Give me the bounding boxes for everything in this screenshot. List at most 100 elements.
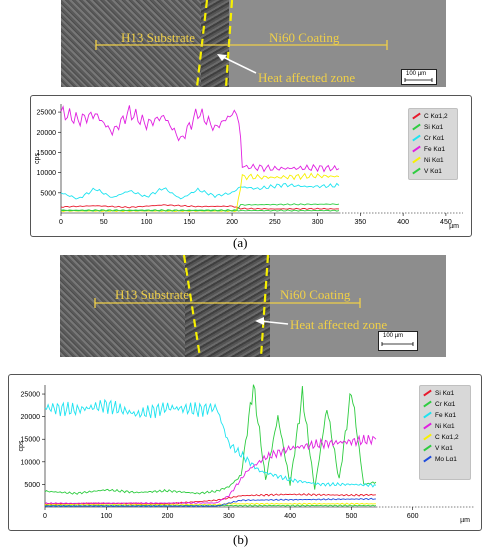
legend-swatch	[423, 389, 432, 397]
legend-swatch	[412, 123, 421, 131]
x-tick-label: 100	[141, 219, 153, 226]
micrograph-a: H13 Substrate Ni60 Coating Heat affected…	[61, 0, 446, 87]
chart-b: 5000 10000 15000 20000 25000 0 100 200 300 400 500…	[8, 374, 482, 531]
legend-label: V Kα1	[435, 445, 453, 452]
legend-label: Si Kα1	[424, 124, 444, 131]
x-tick-label: 400	[284, 513, 296, 520]
y-tick-label: 15000	[37, 150, 57, 157]
haz-label-b: Heat affected zone	[290, 317, 387, 332]
legend-entry: C Kα1,2	[412, 112, 448, 120]
y-axis-label: cps	[34, 153, 41, 164]
caption-b: (b)	[233, 532, 249, 547]
legend-label: Mo Lα1	[435, 456, 457, 463]
y-tick-label: 25000	[21, 392, 41, 399]
x-tick-label: 50	[100, 219, 108, 226]
legend-entry: C Kα1,2	[423, 433, 459, 441]
substrate-label-a: H13 Substrate	[121, 30, 195, 45]
x-tick-label: 500	[346, 513, 358, 520]
legend-swatch	[412, 112, 421, 120]
legend-label: C Kα1,2	[435, 434, 459, 441]
legend-entry: Fe Kα1	[423, 411, 457, 419]
scale-label-b: 100 µm	[383, 333, 404, 339]
series-line-a-0	[60, 204, 340, 210]
legend-swatch	[412, 156, 421, 164]
legend-entry: Si Kα1	[412, 123, 444, 131]
legend-label: V Kα1	[424, 168, 442, 175]
x-tick-label: 200	[226, 219, 238, 226]
x-tick-label: 600	[407, 513, 419, 520]
x-tick-label: 350	[355, 219, 367, 226]
x-tick-label: 450	[440, 219, 452, 226]
legend-a: C Kα1,2 Si Kα1 Cr Kα1 Fe Kα1 Ni Kα1 V Kα1	[408, 108, 458, 180]
series-line-b-6	[44, 497, 376, 508]
legend-entry: Si Kα1	[423, 389, 455, 397]
x-tick-label: 300	[312, 219, 324, 226]
legend-entry: Cr Kα1	[412, 134, 445, 142]
series-line-a-2	[60, 182, 340, 200]
legend-swatch	[423, 400, 432, 408]
x-tick-label: 100	[100, 513, 112, 520]
x-tick-label: 150	[183, 219, 195, 226]
x-tick-label: 0	[59, 219, 63, 226]
legend-label: Ni Kα1	[435, 423, 455, 430]
legend-entry: Cr Kα1	[423, 400, 456, 408]
x-tick-label: 200	[162, 513, 174, 520]
legend-label: Si Kα1	[435, 390, 455, 397]
series-line-b-1	[44, 384, 377, 495]
legend-label: Ni Kα1	[424, 157, 444, 164]
scale-label-a: 100 µm	[406, 71, 427, 77]
micrograph-b: H13 Substrate Ni60 Coating Heat affected…	[60, 255, 446, 357]
legend-label: Cr Kα1	[424, 135, 445, 142]
legend-entry: Ni Kα1	[412, 156, 444, 164]
series-line-b-3	[44, 434, 377, 505]
legend-label: Fe Kα1	[435, 412, 457, 419]
substrate-label-b: H13 Substrate	[115, 287, 189, 302]
x-tick-label: 0	[43, 513, 47, 520]
haz-label-a: Heat affected zone	[258, 70, 355, 85]
scale-bar-b: 100 µm	[378, 331, 418, 351]
y-tick-label: 25000	[37, 110, 57, 117]
coating-label-a: Ni60 Coating	[269, 30, 340, 45]
coating-label-b: Ni60 Coating	[280, 287, 351, 302]
scale-bar-a: 100 µm	[401, 69, 437, 85]
legend-entry: Fe Kα1	[412, 145, 446, 153]
series-line-a-1	[60, 203, 340, 212]
y-tick-label: 5000	[40, 190, 56, 197]
legend-b: Si Kα1 Cr Kα1 Fe Kα1 Ni Kα1 C Kα1,2 V Kα1 Mo L…	[419, 385, 471, 480]
legend-label: Fe Kα1	[424, 146, 446, 153]
chart-a: 5000 10000 15000 20000 25000 0 50 100 150 200 250 3…	[30, 95, 472, 237]
x-tick-label: 400	[397, 219, 409, 226]
legend-entry: Mo Lα1	[423, 455, 457, 463]
series-line-b-4	[44, 502, 376, 506]
legend-swatch	[423, 444, 432, 452]
legend-swatch	[423, 433, 432, 441]
legend-entry: V Kα1	[412, 167, 442, 175]
legend-swatch	[412, 134, 421, 142]
caption-a: (a)	[233, 235, 248, 250]
x-axis-unit: µm	[449, 223, 459, 230]
legend-label: Cr Kα1	[435, 401, 456, 408]
y-tick-label: 5000	[24, 482, 40, 489]
series-line-a-3	[60, 105, 340, 173]
legend-swatch	[423, 411, 432, 419]
y-tick-label: 20000	[21, 414, 41, 421]
legend-swatch	[412, 167, 421, 175]
chart-b-plot: 5000 10000 15000 20000 25000 0 100 200 300 400 500…	[18, 384, 474, 524]
x-tick-label: 250	[269, 219, 281, 226]
y-axis-label: cps	[18, 440, 25, 451]
series-line-a-5	[60, 209, 340, 212]
x-axis-unit: µm	[460, 517, 470, 524]
legend-label: C Kα1,2	[424, 113, 448, 120]
x-tick-label: 300	[223, 513, 235, 520]
series-line-b-2	[44, 398, 377, 488]
y-tick-label: 20000	[37, 130, 57, 137]
micrograph-a-annotations: H13 Substrate Ni60 Coating Heat affected…	[95, 0, 388, 87]
legend-entry: Ni Kα1	[423, 422, 455, 430]
y-tick-label: 15000	[21, 437, 41, 444]
legend-swatch	[423, 422, 432, 430]
legend-swatch	[423, 455, 432, 463]
y-tick-label: 10000	[37, 170, 57, 177]
legend-swatch	[412, 145, 421, 153]
chart-a-plot: 5000 10000 15000 20000 25000 0 50 100 150 200 250 3…	[34, 104, 463, 230]
legend-entry: V Kα1	[423, 444, 453, 452]
